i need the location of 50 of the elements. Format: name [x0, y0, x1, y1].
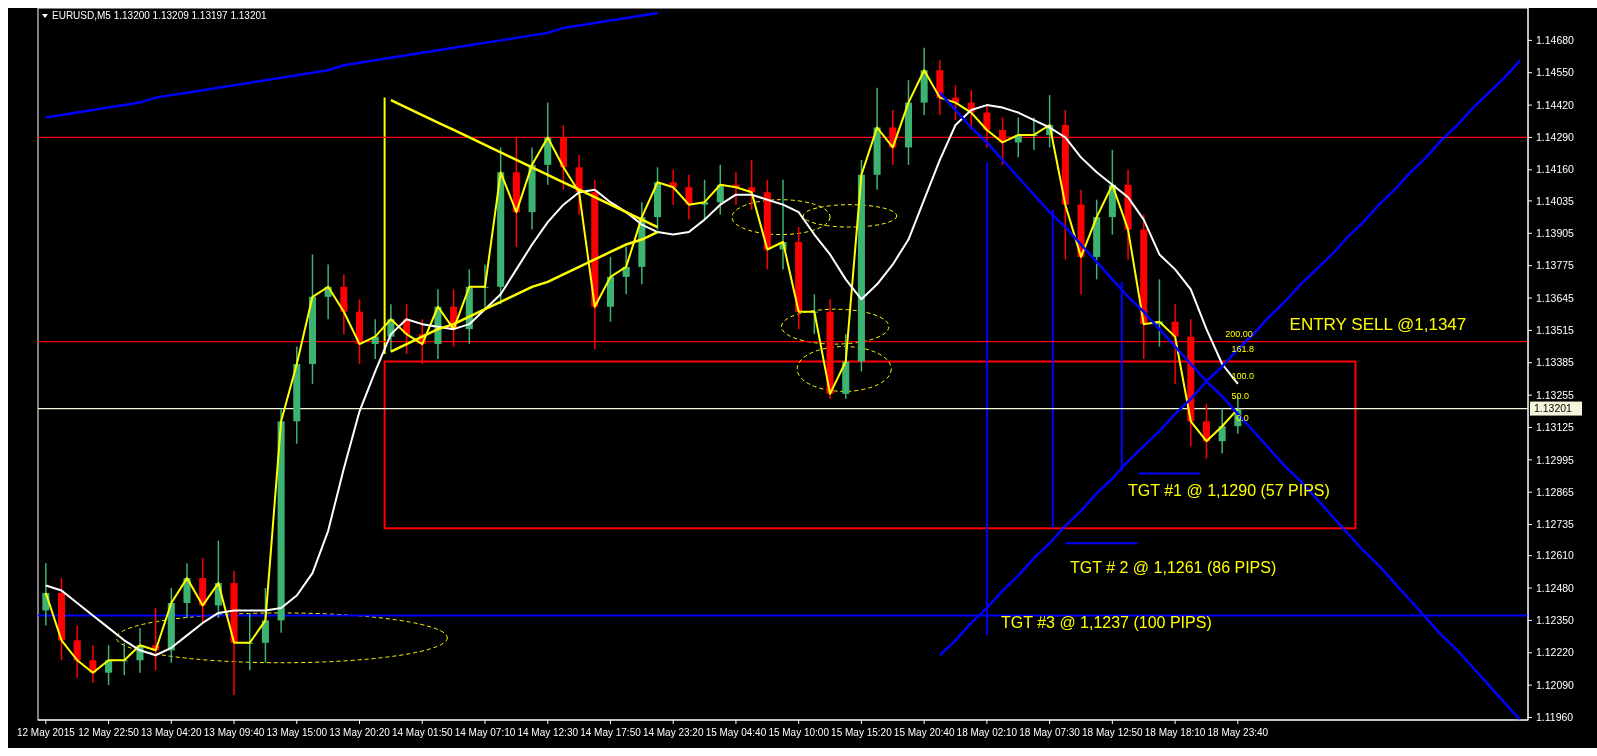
y-tick-label: 1.14035: [1536, 194, 1575, 207]
x-tick-label: 14 May 17:50: [580, 727, 642, 738]
y-tick-label: 1.13385: [1536, 356, 1575, 369]
y-tick-label: 1.13645: [1536, 291, 1575, 304]
x-tick-label: 13 May 20:20: [329, 727, 391, 738]
y-tick-label: 1.12610: [1536, 549, 1575, 562]
y-tick-label: 1.13775: [1536, 259, 1575, 272]
annotation: ENTRY SELL @1,1347: [1289, 314, 1467, 334]
annotation: TGT #3 @ 1,1237 (100 PIPS): [1001, 613, 1212, 631]
x-tick-label: 15 May 04:40: [705, 727, 767, 738]
x-tick-label: 12 May 22:50: [78, 727, 140, 738]
x-tick-label: 13 May 09:40: [203, 727, 265, 738]
annotation: 200.00: [1225, 328, 1253, 339]
annotation: TGT # 2 @ 1,1261 (86 PIPS): [1070, 559, 1277, 577]
y-tick-label: 1.13255: [1536, 388, 1575, 401]
chart-title: EURUSD,M5 1.13200 1.13209 1.13197 1.13201: [52, 10, 268, 21]
x-tick-label: 18 May 23:40: [1207, 727, 1269, 738]
y-tick-label: 1.12350: [1536, 614, 1575, 627]
y-tick-label: 1.14550: [1536, 66, 1575, 79]
annotation: 100.0: [1231, 370, 1255, 381]
y-tick-label: 1.14420: [1536, 98, 1575, 111]
y-tick-label: 1.14160: [1536, 163, 1575, 176]
x-tick-label: 18 May 07:30: [1019, 727, 1081, 738]
x-tick-label: 15 May 20:40: [893, 727, 955, 738]
y-tick-label: 1.13125: [1536, 421, 1575, 434]
y-tick-label: 1.12480: [1536, 581, 1575, 594]
ref-line-label: 1.13201: [1534, 402, 1573, 415]
x-tick-label: 15 May 10:00: [768, 727, 830, 738]
x-tick-label: 18 May 18:10: [1144, 727, 1206, 738]
x-tick-label: 15 May 15:20: [831, 727, 893, 738]
x-tick-label: 14 May 07:10: [454, 727, 516, 738]
y-tick-label: 1.14680: [1536, 34, 1575, 47]
annotation: 50.0: [1231, 390, 1250, 401]
x-tick-label: 14 May 01:50: [391, 727, 453, 738]
x-tick-label: 13 May 04:20: [141, 727, 203, 738]
y-tick-label: 1.11960: [1536, 711, 1574, 724]
y-tick-label: 1.12220: [1536, 646, 1575, 659]
x-tick-label: 14 May 12:30: [517, 727, 579, 738]
y-tick-label: 1.14290: [1536, 131, 1575, 144]
y-tick-label: 1.12090: [1536, 678, 1575, 691]
y-tick-label: 1.13515: [1536, 324, 1575, 337]
x-tick-label: 13 May 15:00: [266, 727, 328, 738]
x-tick-label: 14 May 23:20: [642, 727, 704, 738]
x-tick-label: 18 May 12:50: [1082, 727, 1144, 738]
x-tick-label: 18 May 02:10: [956, 727, 1018, 738]
y-tick-label: 1.13905: [1536, 226, 1575, 239]
y-tick-label: 1.12995: [1536, 453, 1575, 466]
x-tick-label: 12 May 2015: [16, 727, 76, 738]
y-tick-label: 1.12865: [1536, 485, 1575, 498]
y-tick-label: 1.12735: [1536, 518, 1575, 531]
